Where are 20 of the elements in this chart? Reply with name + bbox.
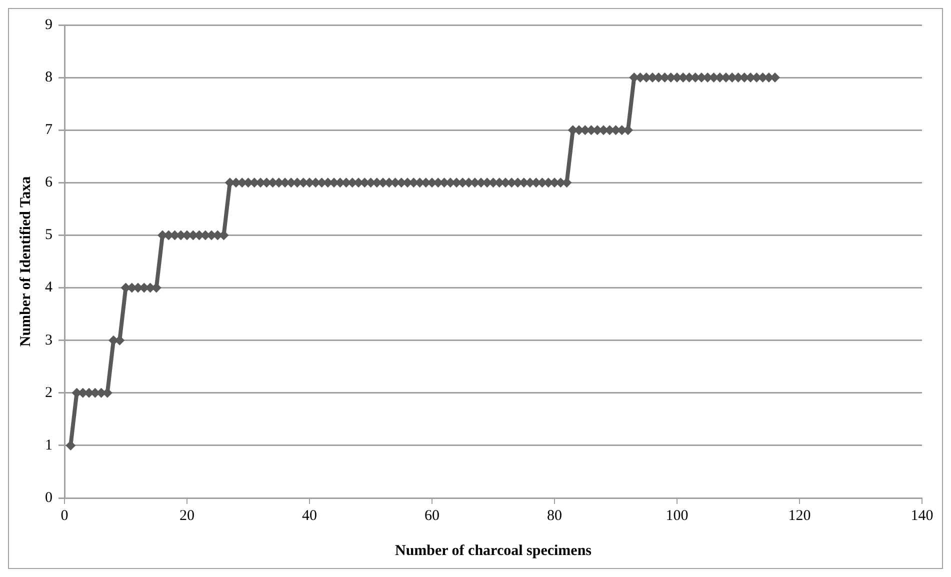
x-tick-label: 140 <box>910 508 934 524</box>
y-tick-label: 1 <box>45 437 52 454</box>
y-tick-label: 4 <box>45 280 53 296</box>
y-tick-label: 0 <box>45 490 52 506</box>
y-tick-label: 8 <box>45 69 52 86</box>
x-tick-label: 40 <box>302 508 317 524</box>
y-axis-title: Number of Identified Taxa <box>18 176 34 347</box>
x-tick-label: 60 <box>424 508 440 524</box>
y-tick-label: 5 <box>45 227 52 244</box>
y-tick-label: 2 <box>45 384 52 401</box>
x-tick-label: 100 <box>666 508 688 524</box>
y-tick-label: 6 <box>45 174 53 191</box>
y-tick-label: 9 <box>45 16 52 33</box>
x-tick-label: 120 <box>788 508 811 524</box>
y-tick-label: 3 <box>45 332 52 348</box>
x-axis-title: Number of charcoal specimens <box>394 542 592 559</box>
x-tick-label: 80 <box>547 508 562 524</box>
y-tick-label: 7 <box>45 122 53 138</box>
x-tick-label: 0 <box>60 508 68 524</box>
x-tick-label: 20 <box>180 508 194 524</box>
